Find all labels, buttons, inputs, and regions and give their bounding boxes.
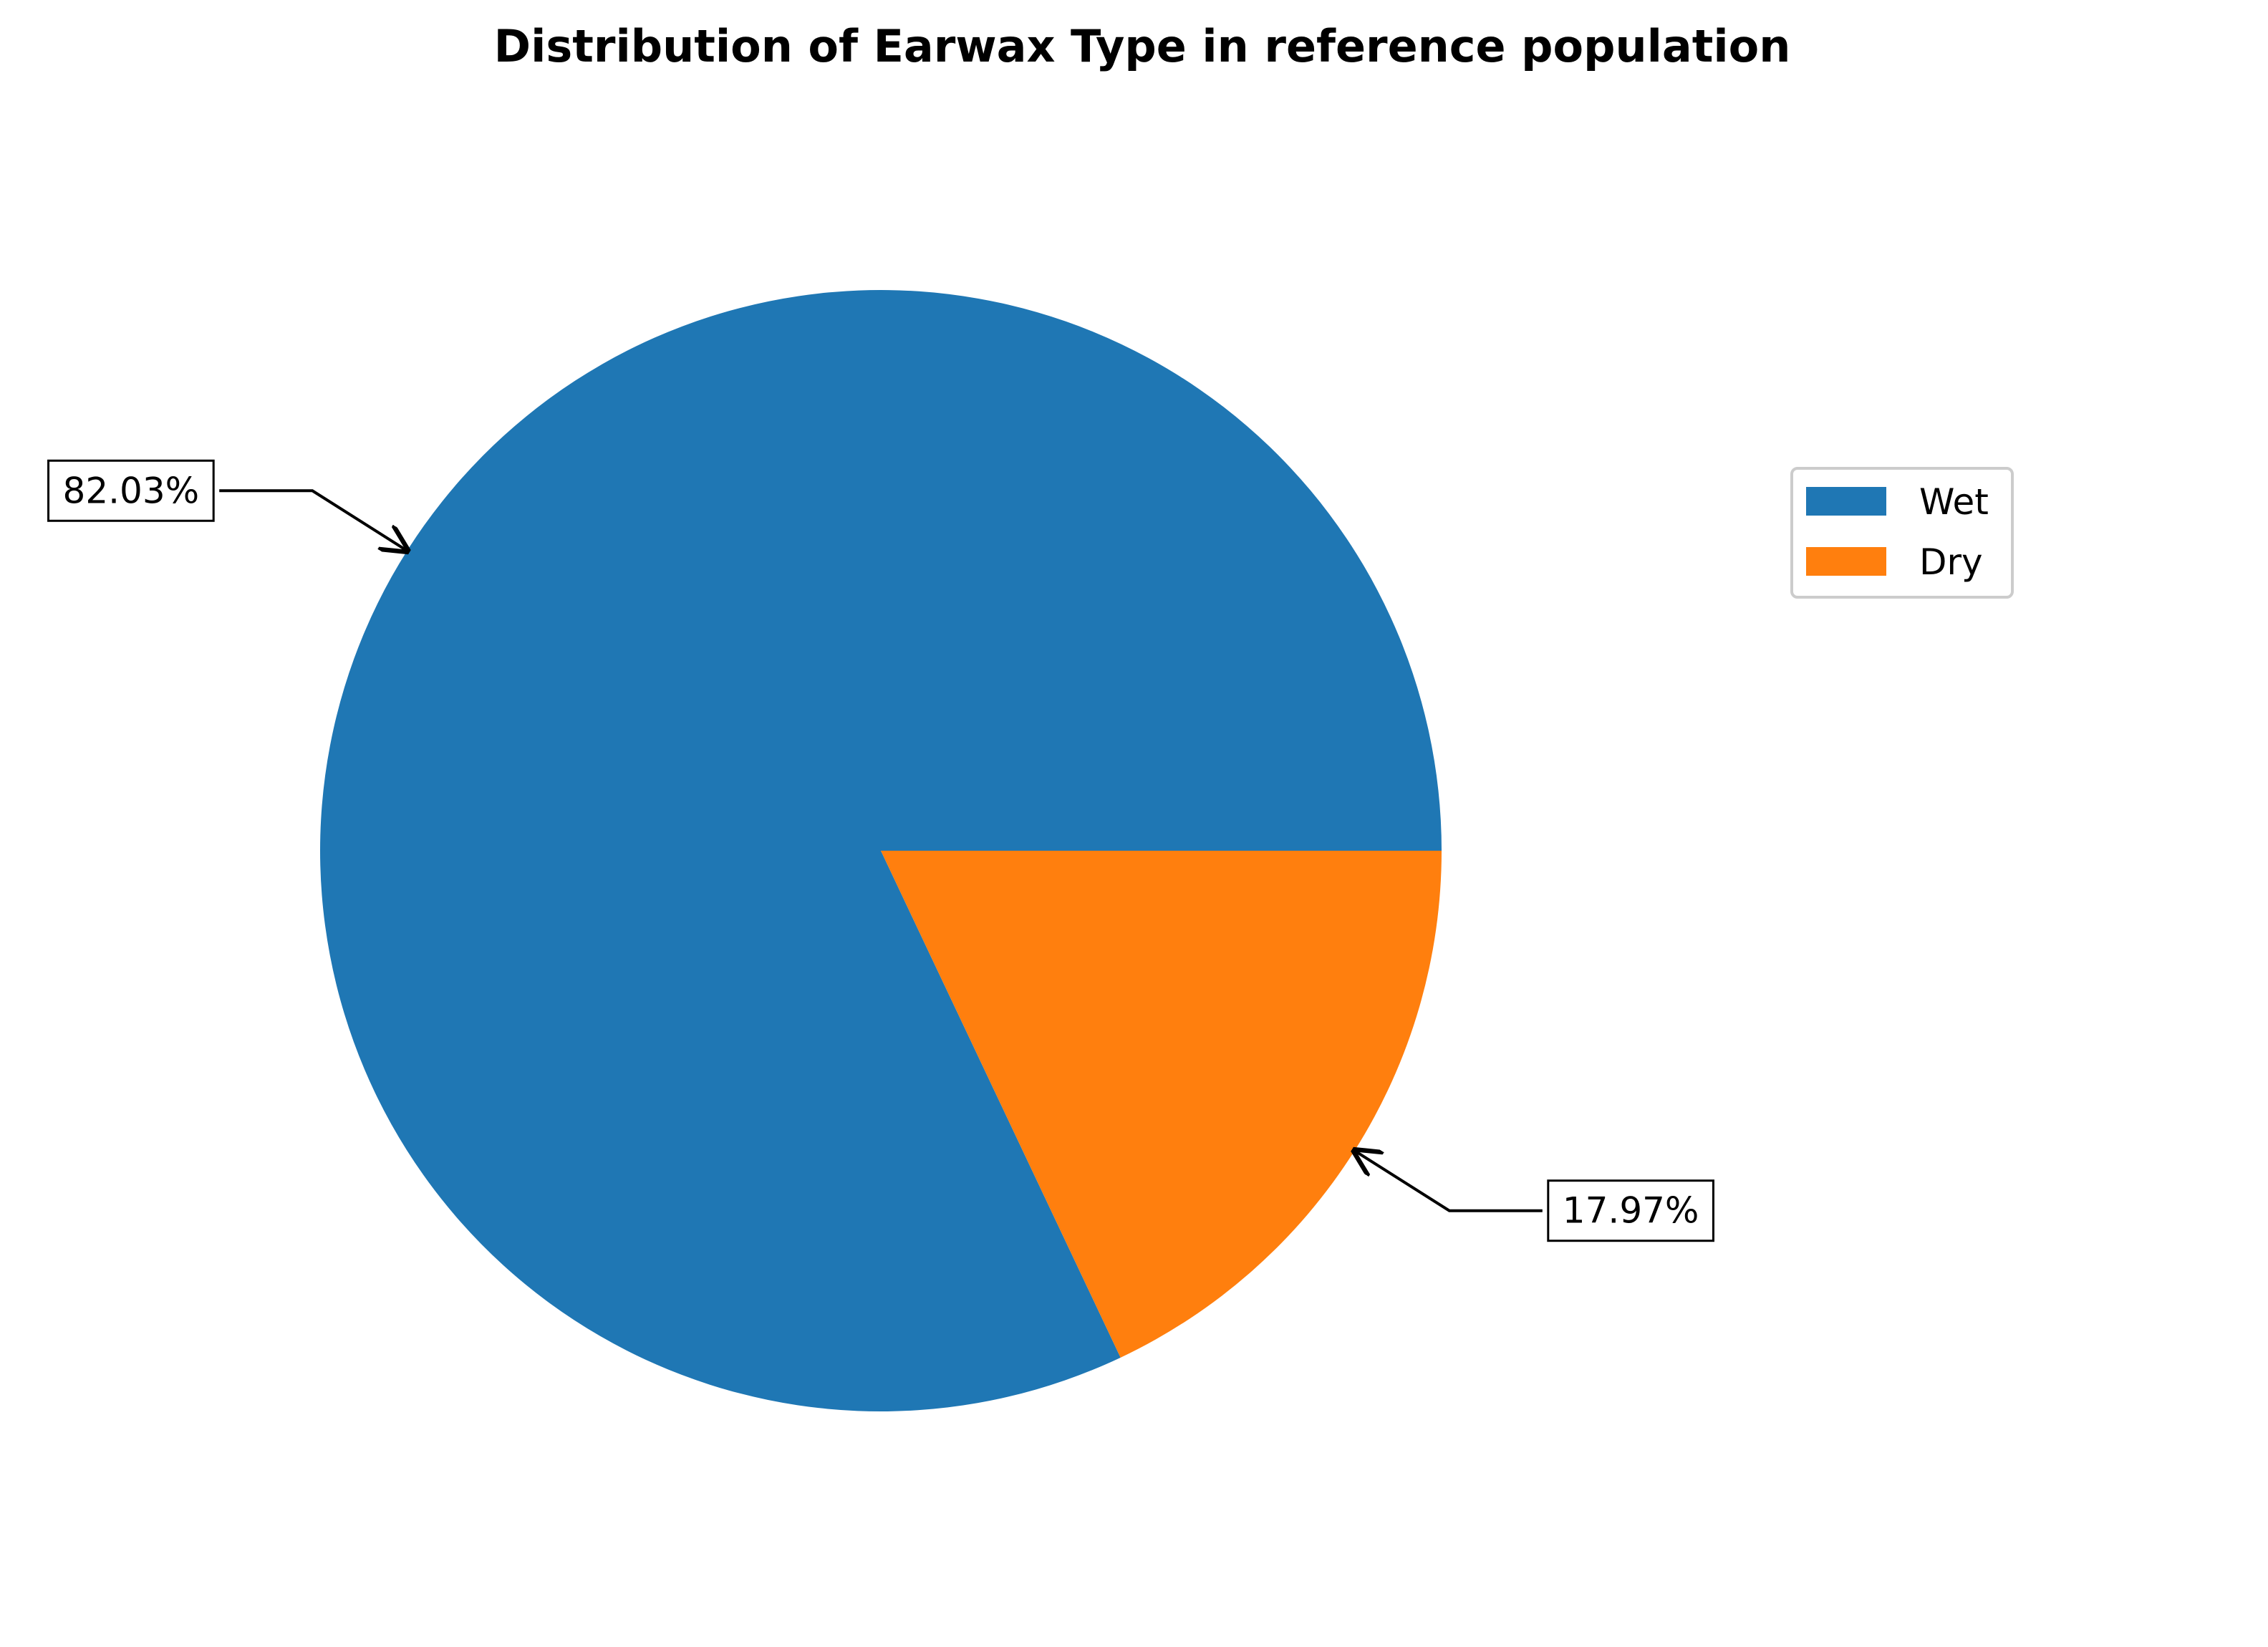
annotation-arrow-wet — [219, 489, 407, 551]
legend-swatch-dry — [1806, 547, 1886, 576]
chart-title: Distribution of Earwax Type in reference… — [494, 20, 1791, 72]
legend-label-wet: Wet — [1919, 481, 1989, 523]
slice-label-box-dry — [1547, 1179, 1714, 1242]
slice-label-box-wet — [47, 459, 215, 522]
slice-annotations: 82.03% 17.97% — [47, 459, 1714, 1242]
pie-slices — [319, 290, 1442, 1411]
slice-percent-label-dry: 17.97% — [1563, 1190, 1699, 1232]
annotation-arrow-dry — [1355, 1151, 1543, 1212]
slice-percent-label-wet: 82.03% — [63, 470, 200, 511]
pie-slice-dry — [881, 851, 1442, 1358]
legend-swatch-wet — [1806, 487, 1886, 516]
legend-label-dry: Dry — [1919, 541, 1983, 583]
legend: Wet Dry — [1790, 467, 2014, 599]
